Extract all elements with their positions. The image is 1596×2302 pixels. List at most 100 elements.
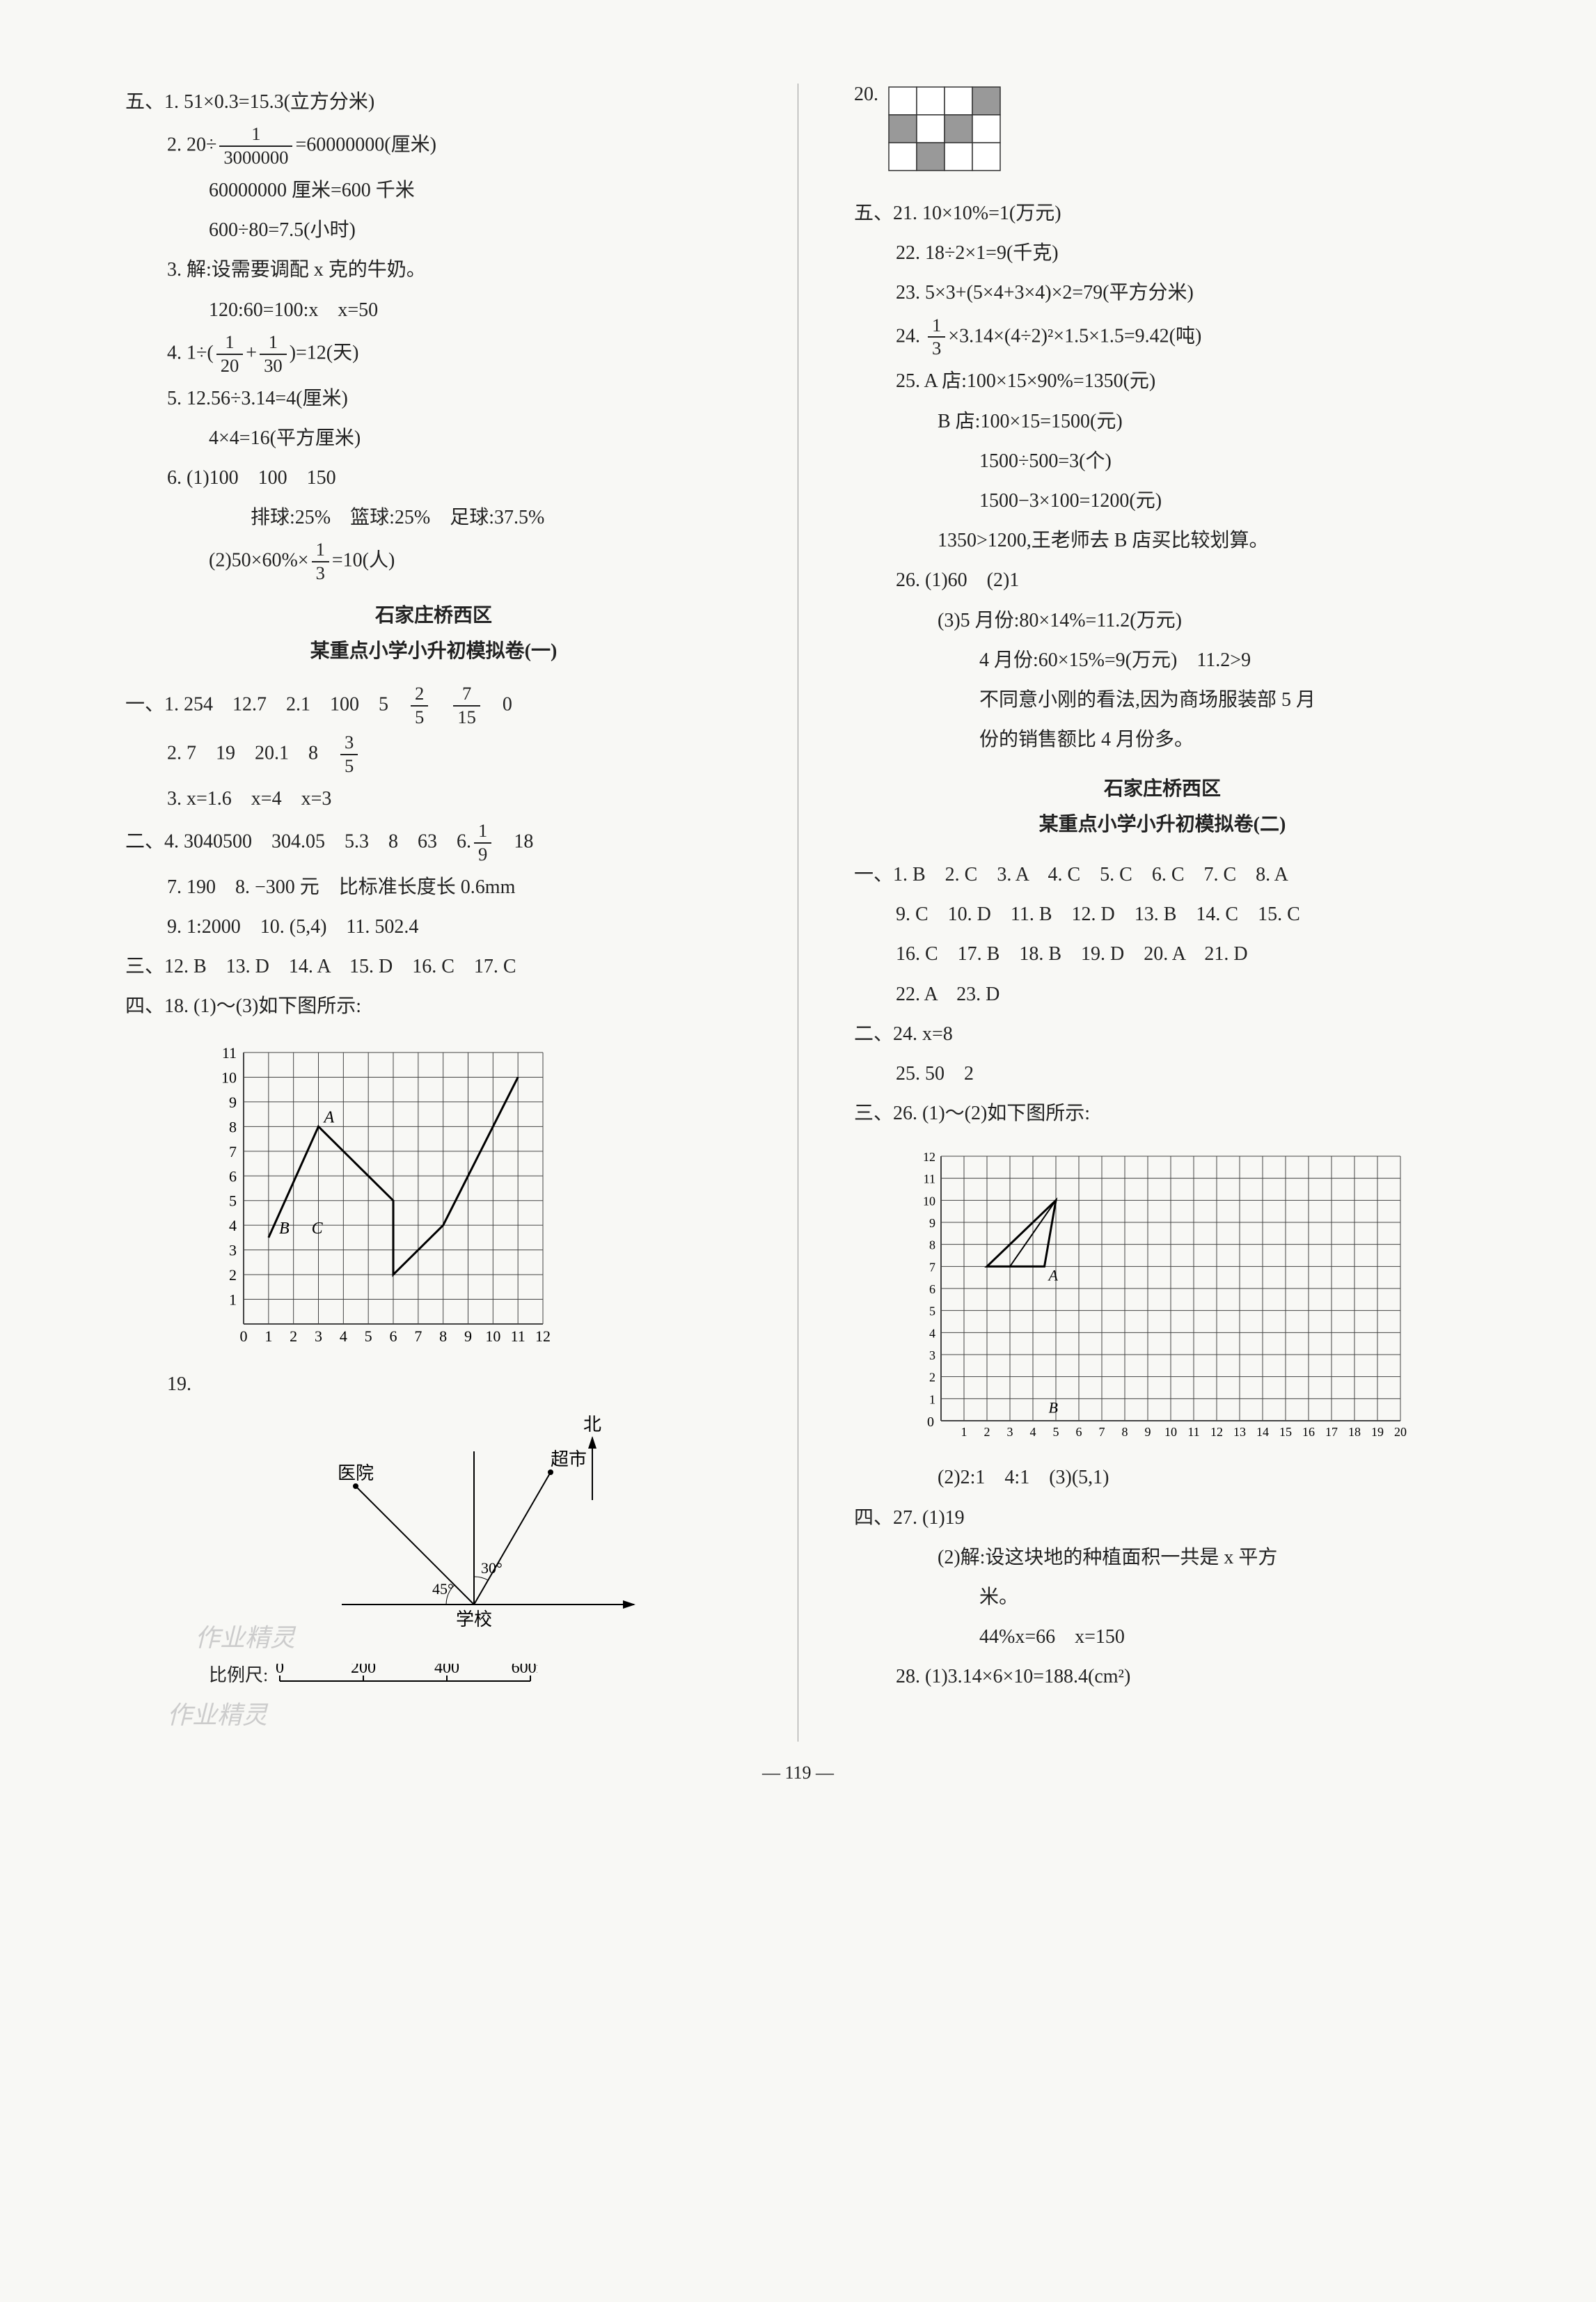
text-segment: 2. 20÷ [167,134,216,156]
fraction: 130 [260,331,287,377]
denominator: 5 [340,755,358,778]
scale-label: 比例尺: [209,1665,268,1685]
text-line: 份的销售额比 4 月份多。 [854,721,1471,758]
text-line: B 店:100×15=1500(元) [854,403,1471,440]
text-line: 1500−3×100=1200(元) [854,482,1471,519]
svg-text:10: 10 [221,1069,237,1087]
section-title: 石家庄桥西区 某重点小学小升初模拟卷(一) [125,599,742,669]
svg-text:1: 1 [229,1291,237,1309]
svg-text:200: 200 [351,1664,376,1677]
svg-text:2: 2 [929,1371,935,1385]
text-line: 三、26. (1)～(2)如下图所示: [854,1095,1471,1132]
svg-text:A: A [1048,1267,1059,1284]
direction-diagram: 北医院超市45°30°学校 [300,1410,662,1646]
numerator: 7 [453,683,480,707]
section-title: 石家庄桥西区 某重点小学小升初模拟卷(二) [854,772,1471,842]
text-segment: 18 [494,830,533,852]
svg-text:20: 20 [1394,1425,1407,1439]
svg-text:4: 4 [229,1217,237,1234]
svg-text:12: 12 [1210,1425,1223,1439]
text-line: 3. x=1.6 x=4 x=3 [125,780,742,817]
text-line: 2. 20÷13000000=60000000(厘米) [125,123,742,169]
svg-text:1: 1 [929,1393,935,1407]
page-container: 五、1. 51×0.3=15.3(立方分米) 2. 20÷13000000=60… [125,84,1471,1742]
text-segment: (2)50×60%× [209,550,309,571]
text-line: (2)2:1 4:1 (3)(5,1) [854,1459,1471,1496]
coordinate-graph: 01234567891011121234567891011ABC [209,1039,557,1352]
right-column: 20. 五、21. 10×10%=1(万元) 22. 18÷2×1=9(千克) … [854,84,1471,1742]
svg-text:10: 10 [485,1327,500,1345]
text-segment: + [246,342,257,363]
denominator: 9 [474,844,491,866]
text-line: 4 月份:60×15%=9(万元) 11.2>9 [854,642,1471,679]
svg-text:10: 10 [923,1195,935,1208]
text-line: 1350>1200,王老师去 B 店买比较划算。 [854,522,1471,559]
fraction: 25 [411,683,428,729]
svg-text:5: 5 [365,1327,372,1345]
text-line: 24. 13×3.14×(4÷2)²×1.5×1.5=9.42(吨) [854,315,1471,361]
svg-text:9: 9 [464,1327,472,1345]
numerator: 1 [216,331,244,355]
text-line: 7. 190 8. −300 元 比标准长度长 0.6mm [125,869,742,906]
svg-text:15: 15 [1279,1425,1292,1439]
denominator: 3 [312,562,329,585]
svg-text:17: 17 [1325,1425,1338,1439]
text-line: 4. 1÷(120+130)=12(天) [125,331,742,377]
text-line: 26. (1)60 (2)1 [854,562,1471,599]
text-line: 6. (1)100 100 150 [125,459,742,496]
svg-text:6: 6 [229,1168,237,1185]
svg-text:6: 6 [1076,1425,1082,1439]
svg-text:10: 10 [1164,1425,1177,1439]
svg-text:8: 8 [229,1119,237,1136]
text-line: 米。 [854,1579,1471,1616]
text-segment [431,693,450,715]
text-segment: 2. 7 19 20.1 8 [167,742,338,764]
scale-bar: 比例尺: 0200400600m [209,1661,742,1691]
svg-text:3: 3 [229,1242,237,1259]
text-line: 1500÷500=3(个) [854,443,1471,480]
denominator: 15 [453,707,480,729]
item-20-row: 20. [854,84,1471,181]
svg-text:2: 2 [290,1327,297,1345]
svg-text:2: 2 [984,1425,990,1439]
graph-chart: 01234567891011121234567891011ABC [209,1039,742,1352]
fraction: 19 [474,820,491,866]
svg-text:12: 12 [923,1150,935,1164]
left-column: 五、1. 51×0.3=15.3(立方分米) 2. 20÷13000000=60… [125,84,742,1742]
text-segment: =10(人) [332,550,395,571]
text-line: 4×4=16(平方厘米) [125,420,742,457]
text-segment: =60000000(厘米) [295,134,436,156]
numerator: 3 [340,732,358,755]
svg-text:45°: 45° [432,1580,454,1598]
shaded-grid [885,84,1011,181]
svg-text:B: B [279,1220,290,1238]
text-line: 2. 7 19 20.1 8 35 [125,732,742,778]
svg-text:12: 12 [535,1327,551,1345]
fraction: 120 [216,331,244,377]
svg-text:9: 9 [929,1216,935,1230]
numerator: 1 [260,331,287,355]
svg-text:600m: 600m [511,1664,537,1677]
numerator: 1 [928,315,945,338]
svg-text:7: 7 [414,1327,422,1345]
text-line: 60000000 厘米=600 千米 [125,172,742,209]
svg-text:5: 5 [229,1192,237,1210]
text-line: 3. 解:设需要调配 x 克的牛奶。 [125,251,742,288]
text-line: 44%x=66 x=150 [854,1618,1471,1655]
text-segment: 二、4. 3040500 304.05 5.3 8 63 6. [125,830,471,852]
watermark-text: 作业精灵 [125,1692,742,1739]
text-line: (2)解:设这块地的种植面积一共是 x 平方 [854,1539,1471,1576]
text-line: 一、1. 254 12.7 2.1 100 5 25 715 0 [125,683,742,729]
text-segment: )=12(天) [290,342,359,363]
fraction: 715 [453,683,480,729]
watermark-text: 作业精灵 [195,1624,295,1652]
text-line: 一、1. B 2. C 3. A 4. C 5. C 6. C 7. C 8. … [854,856,1471,893]
svg-text:0: 0 [927,1414,934,1430]
svg-text:0: 0 [240,1327,248,1345]
svg-text:A: A [323,1109,335,1127]
svg-text:16: 16 [1302,1425,1315,1439]
title-line: 石家庄桥西区 [125,599,742,633]
coordinate-graph: 0123456789101112131415161718192012345678… [910,1146,1411,1445]
svg-text:8: 8 [439,1327,447,1345]
svg-text:1: 1 [264,1327,272,1345]
